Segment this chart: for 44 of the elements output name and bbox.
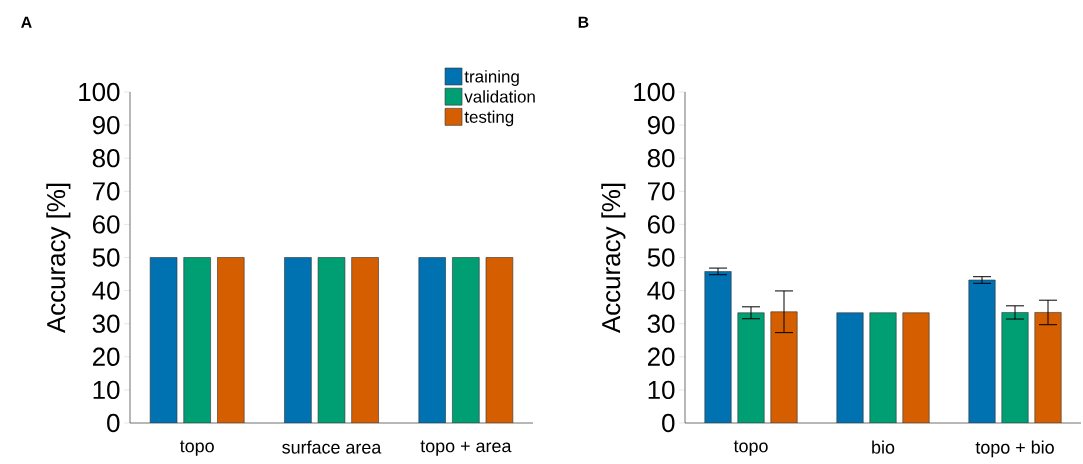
y-tick-label: 10 — [648, 380, 675, 400]
y-tick-label: 70 — [93, 182, 120, 201]
legend-label: validation — [464, 90, 535, 103]
y-tick-label: 80 — [92, 149, 120, 168]
y-tick-label: 50 — [92, 248, 120, 267]
y-tick-label: 90 — [647, 115, 675, 135]
y-tick-label: 80 — [647, 149, 675, 168]
y-axis-title: Accuracy [%] — [46, 183, 71, 334]
bar — [836, 312, 864, 423]
bar — [704, 271, 732, 423]
y-tick-label: 40 — [647, 281, 675, 300]
x-tick-label: bio — [872, 440, 895, 454]
bar — [902, 312, 930, 423]
y-tick-label: 10 — [93, 380, 120, 400]
y-tick-label: 60 — [92, 215, 120, 234]
bar — [869, 312, 897, 423]
y-tick-label: 0 — [662, 413, 675, 433]
y-tick-label: 20 — [647, 347, 675, 366]
x-tick-label: topo + bio — [975, 440, 1054, 458]
y-tick-label: 50 — [647, 248, 675, 267]
y-tick-label: 100 — [634, 82, 675, 102]
x-tick-label: topo — [733, 440, 768, 456]
legend-label: testing — [464, 110, 514, 127]
y-tick-label: 90 — [92, 115, 120, 135]
y-tick-label: 30 — [647, 314, 675, 333]
bar — [737, 312, 765, 423]
y-tick-label: 60 — [647, 215, 675, 234]
y-axis-title: Accuracy [%] — [601, 183, 626, 334]
y-tick-label: 30 — [92, 314, 120, 333]
x-tick-label: topo — [179, 440, 214, 456]
legend-label: training — [464, 70, 519, 86]
bar — [1034, 312, 1062, 423]
chart-title: A — [21, 16, 32, 28]
y-tick-label: 100 — [79, 82, 120, 102]
y-tick-label: 40 — [92, 281, 120, 300]
chart-title: B — [578, 16, 589, 28]
x-tick-label: surface area — [282, 440, 382, 454]
bar — [770, 311, 798, 423]
y-tick-label: 70 — [648, 182, 675, 201]
y-tick-label: 0 — [107, 413, 120, 433]
y-tick-label: 20 — [92, 347, 120, 366]
bar — [1001, 312, 1029, 423]
bar — [968, 279, 996, 423]
x-tick-label: topo + area — [420, 440, 512, 456]
